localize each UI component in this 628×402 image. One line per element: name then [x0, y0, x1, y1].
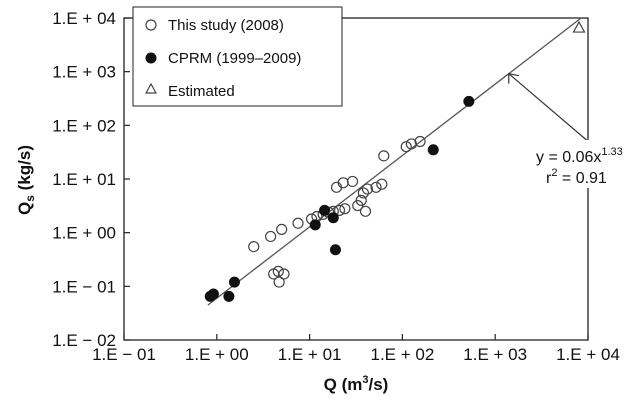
- x-tick-label: 1.E + 00: [185, 345, 249, 364]
- data-point-cprm: [427, 144, 439, 156]
- data-point-this-study: [248, 241, 260, 253]
- legend-marker-cprm: [145, 52, 157, 64]
- x-tick-label: 1.E + 04: [556, 345, 620, 364]
- data-point-this-study: [292, 217, 304, 229]
- y-axis-title-sub: s: [23, 195, 37, 202]
- data-point-this-study: [355, 194, 367, 206]
- data-point-this-study: [414, 135, 426, 148]
- legend-marker-estimated: [144, 82, 158, 94]
- x-axis-title: Q (m3/s): [324, 374, 389, 394]
- data-point-this-study: [346, 175, 359, 188]
- data-point-this-study: [333, 204, 346, 216]
- axis-ticks: 1.E − 01 1.E + 00 1.E + 01 1.E + 02 1.E + 03…: [52, 9, 620, 364]
- r-squared-value: = 0.91: [557, 170, 606, 187]
- r-squared-sup: 2: [551, 167, 557, 179]
- data-point-this-study: [370, 181, 382, 193]
- data-point-cprm: [223, 290, 235, 302]
- legend-marker-this-study: [145, 19, 157, 31]
- r-squared-r: r: [546, 170, 552, 187]
- data-point-this-study: [272, 265, 284, 277]
- annotation-bg: [532, 140, 628, 188]
- data-point-this-study: [400, 141, 412, 153]
- y-tick-label: 1.E − 01: [52, 277, 116, 296]
- x-axis-title-sup: 3: [362, 374, 368, 386]
- data-point-this-study: [273, 276, 285, 288]
- x-axis-title-main: Q (m: [324, 375, 363, 394]
- y-tick-label: 1.E + 04: [52, 9, 116, 28]
- data-point-this-study: [361, 183, 374, 195]
- y-tick-label: 1.E + 03: [52, 63, 116, 82]
- data-point-cprm: [329, 244, 341, 256]
- x-tick-label: 1.E + 03: [463, 345, 527, 364]
- r-squared: r2 = 0.91: [546, 167, 607, 187]
- y-axis-title: Qs (kg/s): [15, 145, 37, 215]
- data-point-this-study: [376, 178, 388, 190]
- y-tick-label: 1.E + 01: [52, 170, 116, 189]
- legend-label-estimated: Estimated: [168, 83, 235, 100]
- legend-box: [132, 6, 343, 107]
- y-tick-label: 1.E − 02: [52, 331, 116, 350]
- data-point-estimated: [572, 20, 586, 33]
- data-point-cprm: [327, 212, 339, 224]
- data-point-cprm: [319, 204, 331, 216]
- annotation-arrow-line: [508, 73, 591, 144]
- y-axis-title-main: Q: [15, 202, 34, 215]
- svg-text:Qs (kg/s): Qs (kg/s): [15, 145, 37, 215]
- data-point-this-study: [359, 205, 372, 217]
- data-points-layer: [204, 20, 586, 302]
- data-point-this-study: [357, 187, 370, 199]
- data-point-this-study: [265, 230, 277, 243]
- x-tick-label: 1.E + 02: [370, 345, 434, 364]
- data-point-cprm: [207, 288, 219, 300]
- y-tick-label: 1.E + 00: [52, 224, 116, 243]
- fit-equation-base: y = 0.06x: [536, 149, 601, 166]
- x-tick-label: 1.E − 01: [92, 345, 156, 364]
- fit-equation: y = 0.06x1.33: [536, 146, 623, 166]
- data-point-cprm: [309, 219, 321, 231]
- legend: This study (2008) CPRM (1999–2009) Estim…: [132, 6, 343, 107]
- data-point-this-study: [276, 223, 288, 236]
- data-point-this-study: [339, 203, 351, 215]
- x-tick-label: 1.E + 01: [278, 345, 342, 364]
- y-axis-title-unit: (kg/s): [15, 145, 34, 195]
- fit-line-layer: [207, 17, 582, 306]
- fit-line: [207, 17, 582, 306]
- legend-label-cprm: CPRM (1999–2009): [168, 50, 301, 67]
- annotation-arrow-head: [508, 72, 519, 84]
- x-axis-title-unit: /s): [369, 375, 389, 394]
- data-point-cprm: [463, 95, 475, 107]
- legend-label-this-study: This study (2008): [168, 17, 284, 34]
- y-tick-label: 1.E + 02: [52, 116, 116, 135]
- data-point-this-study: [378, 150, 390, 162]
- fit-equation-exponent: 1.33: [601, 146, 622, 158]
- data-point-this-study: [278, 268, 290, 280]
- data-point-cprm: [228, 276, 240, 288]
